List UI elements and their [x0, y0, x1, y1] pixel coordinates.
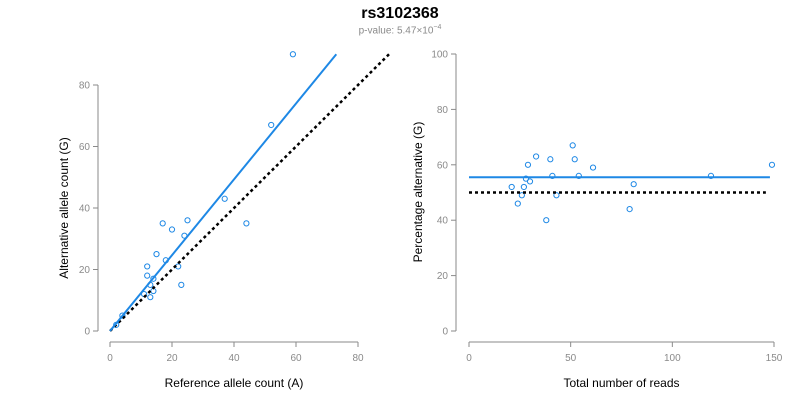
data-point — [575, 172, 582, 179]
data-point — [630, 181, 637, 188]
y-tick-label: 80 — [79, 81, 91, 92]
y-tick-label: 80 — [437, 105, 449, 116]
x-tick-label: 100 — [664, 353, 681, 364]
data-point — [518, 192, 525, 199]
x-tick-label: 0 — [107, 353, 113, 364]
data-point — [153, 251, 160, 258]
data-point — [571, 156, 578, 163]
y-tick-label: 60 — [79, 142, 91, 153]
data-point — [549, 172, 556, 179]
x-axis-label: Reference allele count (A) — [165, 376, 304, 390]
data-point — [508, 183, 515, 191]
x-tick-label: 150 — [766, 353, 783, 364]
y-tick-label: 60 — [437, 160, 449, 171]
p-value-times: ×10 — [416, 25, 434, 37]
y-tick-label: 20 — [437, 271, 449, 282]
y-tick-label: 40 — [79, 204, 91, 215]
y-axis-label: Percentage alternative (G) — [411, 122, 425, 263]
data-point — [150, 275, 157, 282]
data-point — [553, 192, 560, 199]
data-point — [589, 164, 597, 171]
data-point — [514, 200, 521, 207]
x-axis-label: Total number of reads — [563, 376, 679, 390]
data-point — [526, 178, 534, 185]
data-point — [543, 217, 550, 224]
x-tick-label: 80 — [352, 353, 364, 364]
p-value-subtitle: p-value: 5.47×10−4 — [0, 24, 800, 36]
data-point — [289, 51, 296, 58]
y-tick-label: 0 — [442, 327, 448, 338]
data-point — [144, 263, 151, 270]
x-tick-label: 60 — [290, 353, 302, 364]
data-point — [184, 217, 191, 224]
y-tick-label: 100 — [431, 50, 448, 61]
data-point — [524, 161, 532, 168]
data-point — [522, 175, 530, 182]
data-point — [520, 183, 528, 191]
data-point — [768, 161, 776, 168]
data-point — [569, 142, 576, 149]
y-axis-label: Alternative allele count (G) — [57, 137, 71, 278]
p-value-mantissa: 5.47 — [396, 25, 417, 37]
x-tick-label: 40 — [228, 353, 240, 364]
left-panel-allele-counts: 0 20 40 60 80 0 20 40 60 80 Reference allele count… — [57, 51, 390, 390]
y-tick-label: 40 — [437, 216, 449, 227]
right-panel-percentage: 0 50 100 150 0 20 40 60 80 100 Total number of rea… — [411, 50, 783, 391]
data-point — [707, 172, 715, 179]
data-point — [178, 281, 185, 288]
data-point — [626, 206, 633, 213]
data-point — [159, 220, 166, 227]
data-point — [119, 312, 126, 319]
data-point — [533, 153, 540, 160]
data-point — [168, 226, 176, 233]
chart-title: rs3102368 — [361, 5, 439, 22]
data-point — [221, 195, 228, 202]
p-value-label: p-value: — [358, 25, 397, 37]
data-point — [144, 272, 151, 279]
data-point — [268, 121, 275, 129]
y-tick-label: 20 — [79, 265, 91, 276]
y-tick-label: 0 — [84, 327, 90, 338]
data-point — [147, 294, 154, 301]
data-point — [547, 156, 554, 163]
fit-line — [109, 53, 338, 332]
x-tick-label: 20 — [166, 353, 178, 364]
x-tick-label: 50 — [565, 353, 577, 364]
p-value-exponent: −4 — [433, 24, 442, 31]
x-tick-label: 0 — [466, 353, 472, 364]
reference-line — [109, 53, 390, 332]
data-point — [243, 220, 250, 227]
